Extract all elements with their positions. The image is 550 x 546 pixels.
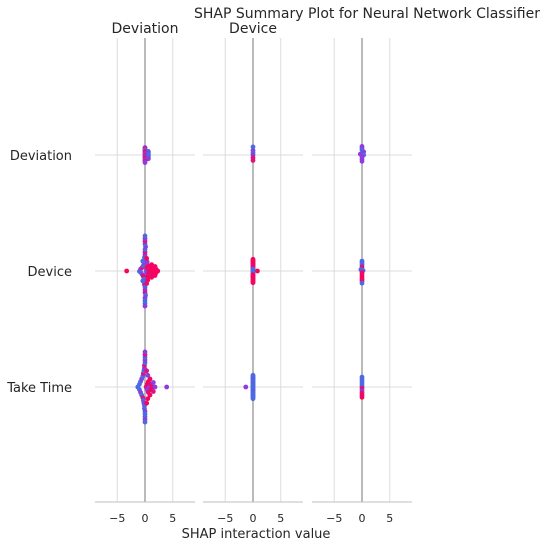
x-tick-label: 5 [169,512,176,525]
data-point [150,380,156,385]
x-tick-label: 5 [386,512,393,525]
row-label-take-time: Take Time [6,381,72,396]
data-point [150,389,156,394]
points-layer [124,144,367,425]
data-point [145,372,151,378]
x-tick-label: 5 [277,512,284,525]
data-point [147,376,153,382]
x-axis-label: SHAP interaction value [182,527,331,542]
data-point [152,384,158,390]
row-label-device: Device [28,265,72,280]
label-layer: SHAP Summary Plot for Neural Network Cla… [6,6,540,542]
data-point [164,384,170,390]
data-point [144,281,150,286]
data-point [144,368,150,374]
data-point [145,396,151,402]
data-point [250,144,256,150]
x-tick-label: −5 [326,512,342,525]
x-tick-label: 0 [250,512,257,525]
data-point [142,160,148,165]
data-point [359,280,365,286]
data-point [147,392,153,398]
data-point [243,384,249,390]
data-point [140,278,146,284]
data-point [142,419,148,425]
data-point [250,396,256,402]
data-point [359,394,365,400]
x-tick-label: 0 [142,512,149,525]
column-title-device: Device [229,21,277,37]
chart-title: SHAP Summary Plot for Neural Network Cla… [194,6,540,22]
data-point [250,158,256,163]
x-tick-label: 0 [359,512,366,525]
x-tick-label: −5 [217,512,233,525]
x-tick-label: −5 [109,512,125,525]
data-point [144,256,150,261]
data-point [124,268,130,274]
data-point [144,400,150,406]
data-point [142,233,148,239]
data-point [144,259,150,265]
column-title-deviation: Deviation [112,21,179,37]
data-point [255,268,260,274]
data-point [250,280,256,286]
data-point [142,303,148,309]
data-point [359,158,365,164]
row-label-deviation: Deviation [10,149,72,164]
data-point [140,258,146,264]
data-point [142,349,148,355]
data-point [155,268,161,274]
data-point [145,277,151,283]
